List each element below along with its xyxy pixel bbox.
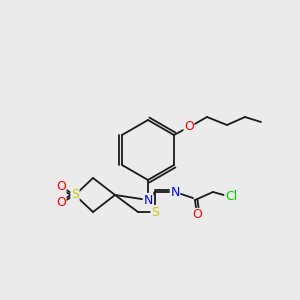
- Text: Cl: Cl: [225, 190, 237, 203]
- Text: N: N: [170, 185, 180, 199]
- Text: O: O: [56, 181, 66, 194]
- Text: O: O: [192, 208, 202, 221]
- Text: S: S: [71, 188, 79, 202]
- Text: N: N: [143, 194, 153, 206]
- Text: S: S: [151, 206, 159, 218]
- Text: O: O: [184, 121, 194, 134]
- Text: O: O: [56, 196, 66, 209]
